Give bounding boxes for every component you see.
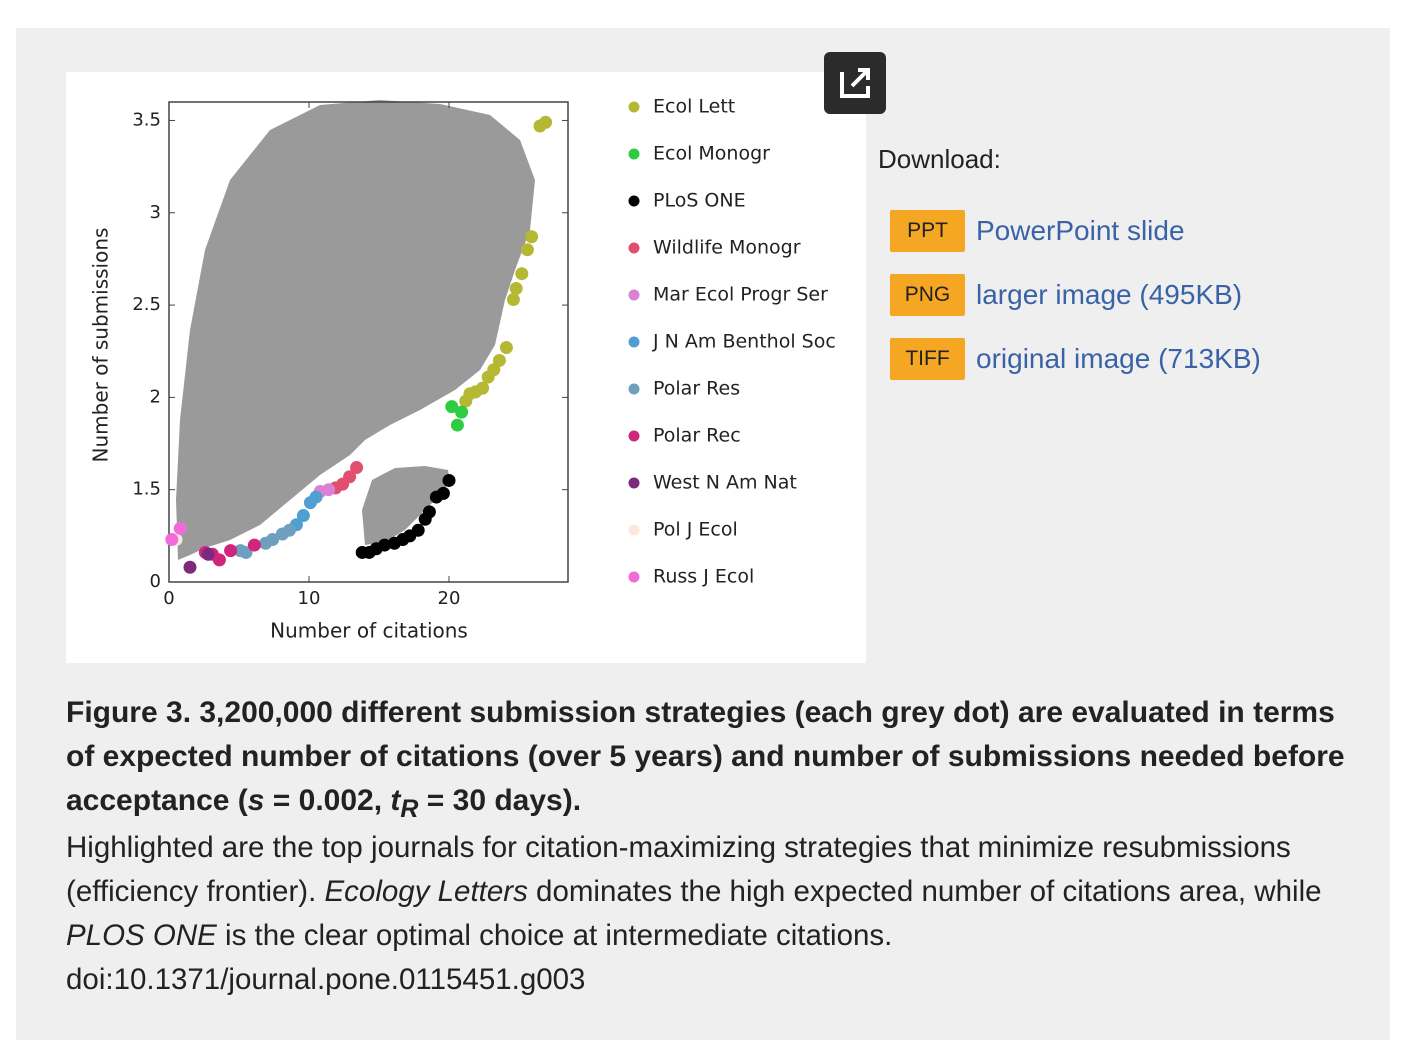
- text: s: [247, 784, 265, 817]
- x-tick-label: 20: [438, 588, 461, 609]
- point: [455, 405, 469, 419]
- badge[interactable]: PNG: [890, 274, 965, 316]
- legend-marker: [628, 148, 640, 160]
- download-link[interactable]: larger image (495KB): [976, 279, 1243, 310]
- point: [442, 473, 456, 487]
- badge[interactable]: TIFF: [890, 338, 965, 380]
- legend-label: PLoS ONE: [653, 190, 746, 212]
- point: [429, 490, 443, 504]
- point: [201, 547, 215, 561]
- text: dominates the high expected number of ci…: [527, 875, 1322, 908]
- text: = 0.002,: [264, 784, 391, 817]
- expand-icon[interactable]: [824, 52, 886, 114]
- legend-marker: [628, 242, 640, 254]
- point: [520, 243, 534, 257]
- x-tick-label: 0: [163, 588, 174, 609]
- point: [355, 545, 369, 559]
- point: [165, 533, 179, 547]
- point: [506, 293, 520, 307]
- expand-glyph: [840, 68, 870, 98]
- legend-label: Russ J Ecol: [653, 566, 754, 588]
- doi: doi:10.1371/journal.pone.0115451.g003: [66, 963, 586, 996]
- x-tick-label: 10: [298, 588, 321, 609]
- y-tick-label: 3.5: [132, 109, 161, 130]
- point: [259, 536, 273, 550]
- download-link[interactable]: original image (713KB): [976, 343, 1261, 374]
- badge[interactable]: PPT: [890, 210, 965, 252]
- point: [445, 400, 459, 414]
- point: [481, 370, 495, 384]
- point: [233, 544, 247, 558]
- point: [499, 341, 513, 355]
- point: [247, 538, 261, 552]
- text: Figure 3. 3,200,000 different submission…: [66, 696, 1345, 817]
- legend-label: Ecol Monogr: [653, 143, 770, 165]
- text: PLOS ONE: [66, 919, 217, 952]
- legend-label: Polar Res: [653, 378, 740, 400]
- legend-marker: [628, 430, 640, 442]
- download-label: Download:: [878, 144, 1001, 174]
- legend-label: Wildlife Monogr: [653, 237, 801, 259]
- download-link[interactable]: PowerPoint slide: [976, 215, 1185, 246]
- legend-label: J N Am Benthol Soc: [652, 331, 836, 353]
- caption-title: Figure 3. 3,200,000 different submission…: [66, 691, 1346, 831]
- legend-label: West N Am Nat: [653, 472, 797, 494]
- text: = 30 days).: [418, 784, 582, 817]
- point: [224, 544, 238, 558]
- legend-label: Mar Ecol Progr Ser: [653, 284, 828, 306]
- point: [183, 560, 197, 574]
- point: [296, 509, 310, 523]
- text: is the clear optimal choice at intermedi…: [216, 919, 893, 952]
- y-tick-label: 2: [150, 386, 161, 407]
- x-axis-label: Number of citations: [270, 619, 468, 643]
- grey-cloud-small: [362, 466, 450, 545]
- point: [418, 512, 432, 526]
- legend-marker: [628, 477, 640, 489]
- legend-label: Pol J Ecol: [653, 519, 738, 541]
- point: [509, 281, 523, 295]
- point: [387, 536, 401, 550]
- point: [515, 267, 529, 281]
- text: Highlighted are the top journals for cit…: [66, 831, 1291, 908]
- legend-label: Ecol Lett: [653, 96, 735, 118]
- point: [275, 527, 289, 541]
- point: [459, 394, 473, 408]
- point: [533, 119, 547, 133]
- y-tick-label: 2.5: [132, 294, 161, 315]
- legend-marker: [628, 383, 640, 395]
- legend-marker: [628, 336, 640, 348]
- point: [173, 521, 187, 535]
- grey-cloud: [176, 100, 535, 560]
- legend-marker: [628, 571, 640, 583]
- y-tick-label: 3: [150, 202, 161, 223]
- text: R: [400, 795, 419, 823]
- legend-marker: [628, 289, 640, 301]
- point: [350, 461, 364, 475]
- plot-frame: [168, 101, 569, 583]
- y-axis-label: Number of submissions: [89, 228, 113, 463]
- y-tick-label: 0: [150, 571, 161, 592]
- text: Ecology Letters: [324, 875, 528, 908]
- legend-marker: [628, 101, 640, 113]
- text: t: [390, 784, 401, 817]
- caption-body: Highlighted are the top journals for cit…: [66, 826, 1366, 1002]
- point: [525, 230, 539, 244]
- point: [303, 496, 317, 510]
- legend-marker: [628, 524, 640, 536]
- legend-label: Polar Rec: [653, 425, 741, 447]
- legend-marker: [628, 195, 640, 207]
- point: [450, 418, 464, 432]
- y-tick-label: 1.5: [132, 479, 161, 500]
